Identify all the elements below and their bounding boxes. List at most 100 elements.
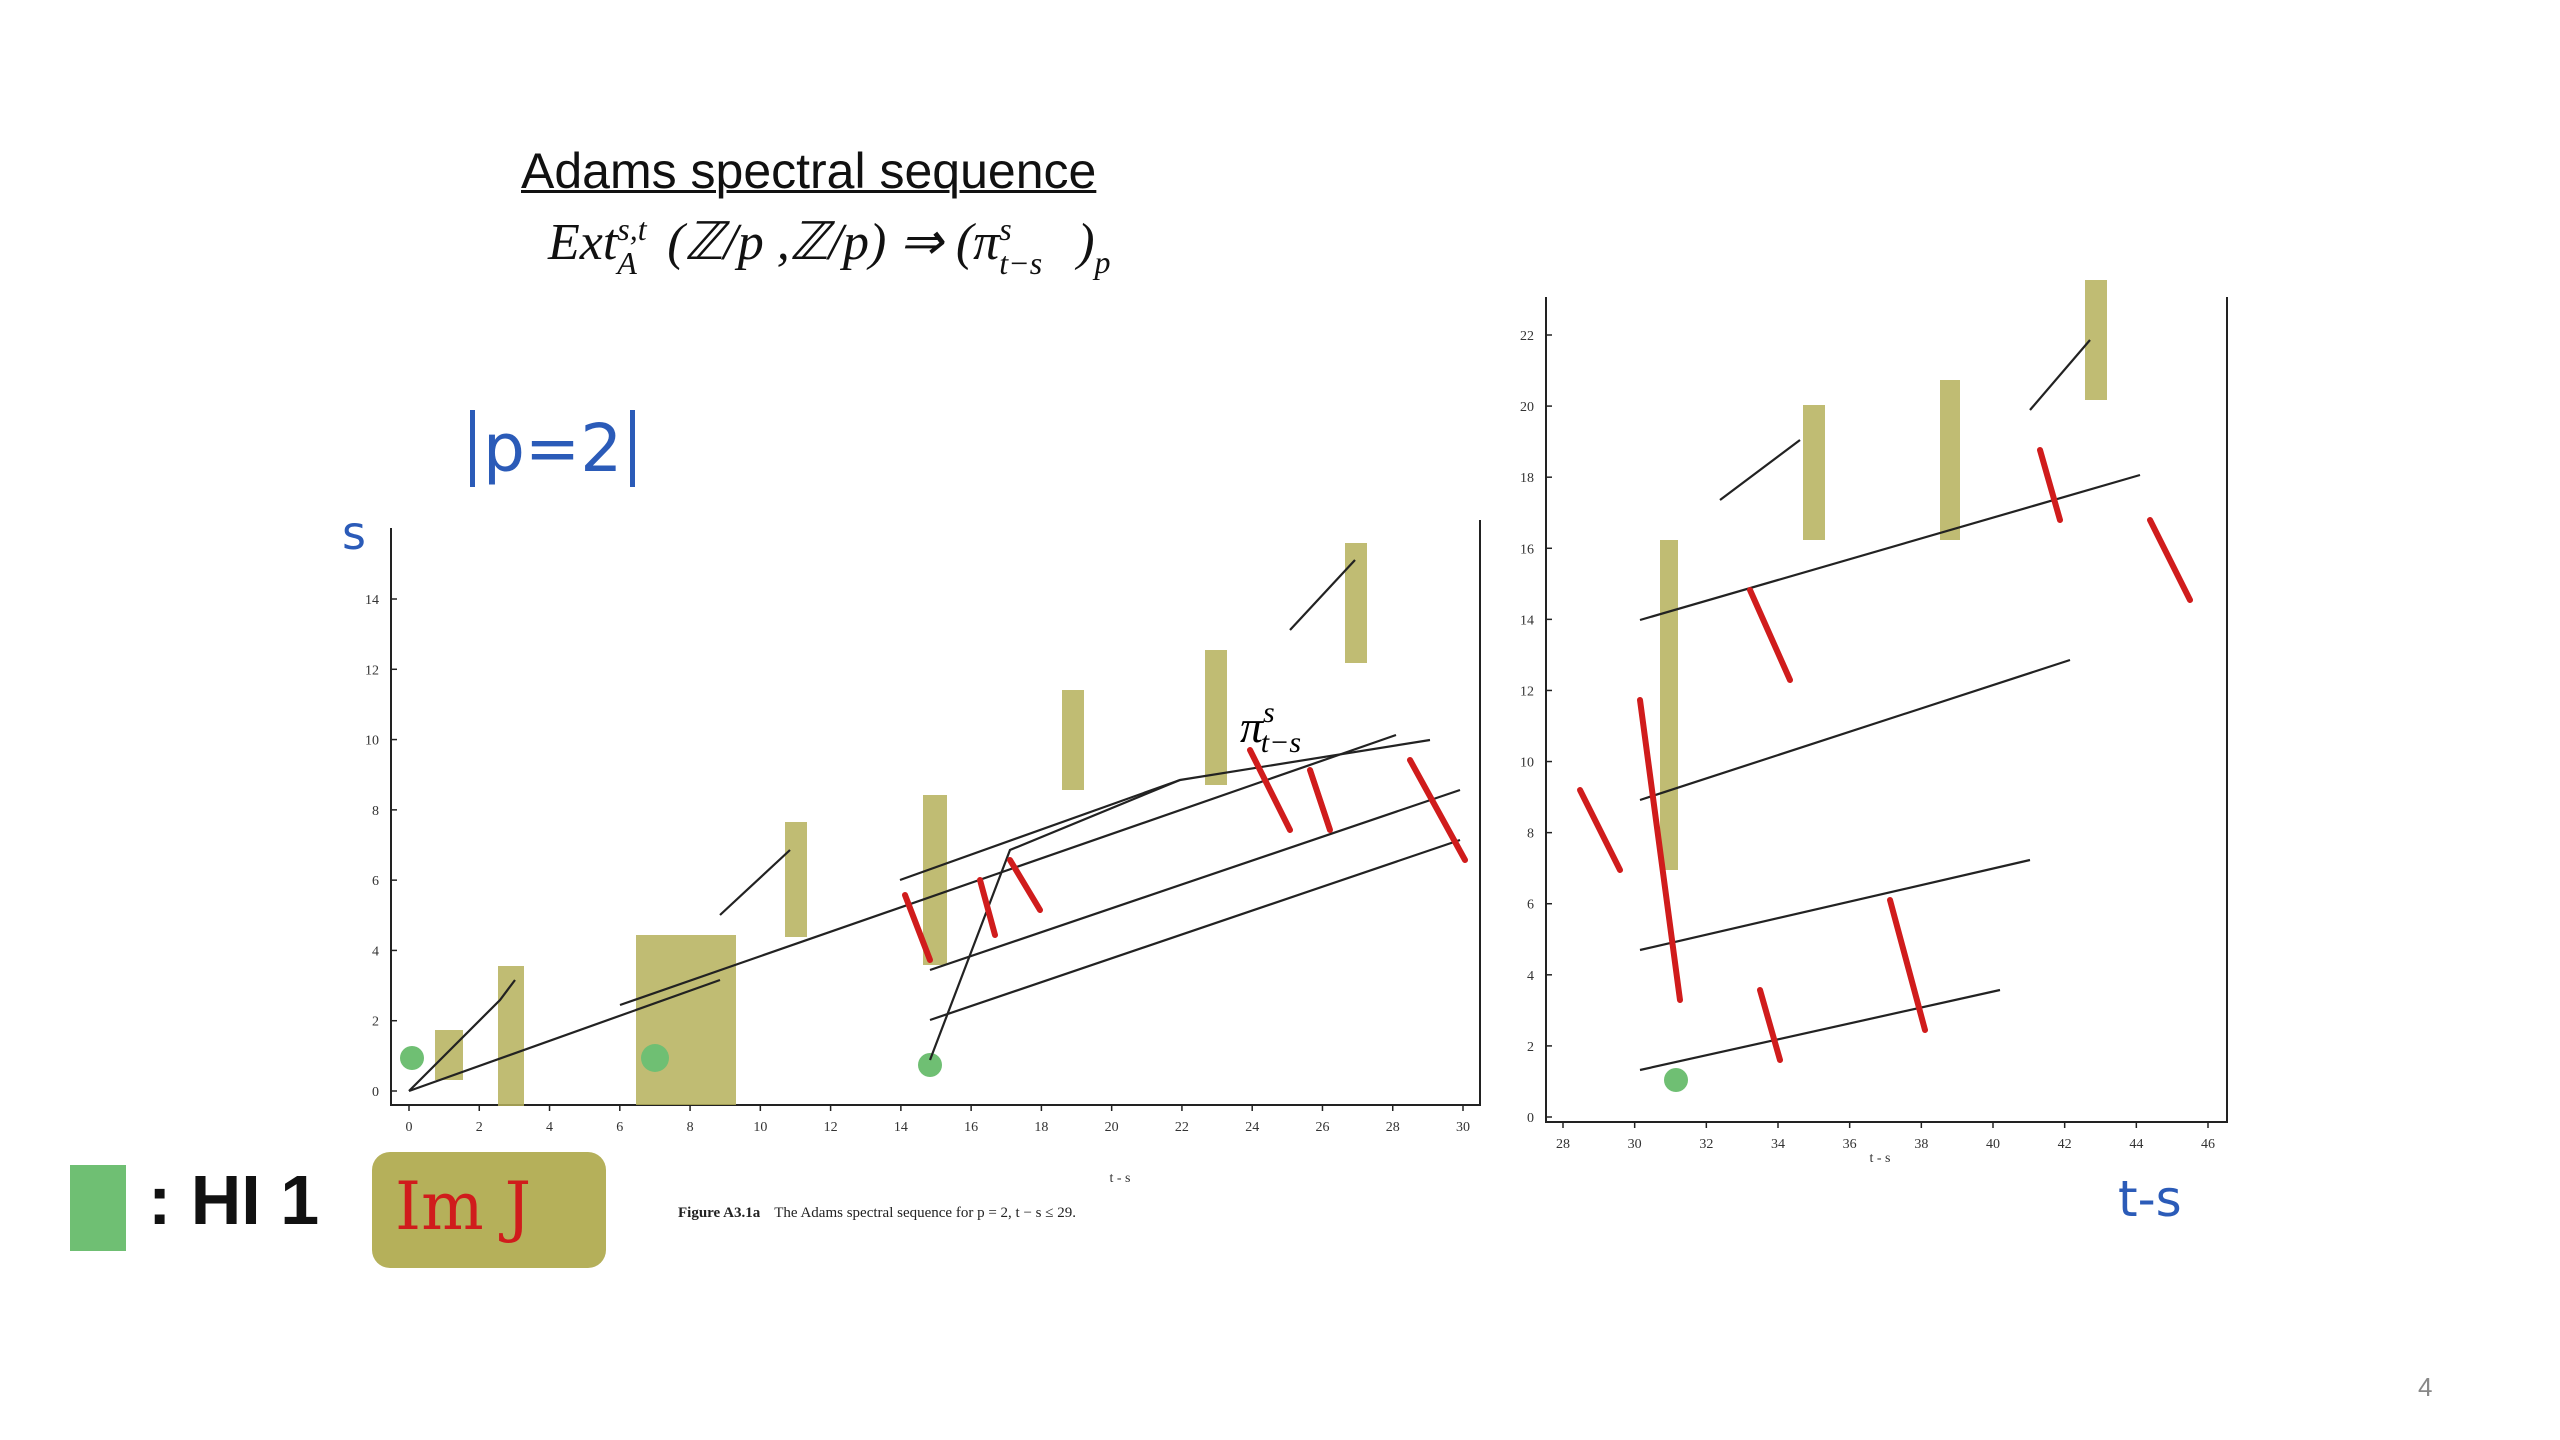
mark	[1247, 747, 1293, 833]
formula-text: )	[1077, 214, 1095, 271]
slide-title: Adams spectral sequence	[521, 143, 1097, 199]
x-tick-label: 16	[964, 1120, 978, 1135]
x-tick-label: 46	[2201, 1137, 2215, 1152]
x-tick-label: 28	[1556, 1137, 1570, 1152]
x-tick-label: 22	[1175, 1120, 1189, 1135]
x-tick-label: 20	[1105, 1120, 1119, 1135]
mark	[1757, 987, 1783, 1063]
line	[899, 778, 1181, 882]
line	[408, 979, 516, 1092]
line	[1639, 858, 2031, 952]
chart-frames	[390, 297, 2228, 1123]
overlay-sup: s	[1263, 696, 1275, 729]
x-tick-label: 26	[1315, 1120, 1329, 1135]
x-tick-label: 30	[1628, 1137, 1642, 1152]
x-tick-label: 12	[824, 1120, 838, 1135]
highlight	[918, 1053, 942, 1077]
axis	[390, 520, 1481, 1106]
highlight	[1345, 543, 1367, 663]
x-tick-label: 44	[2129, 1137, 2143, 1152]
formula-text: (ℤ/p ,ℤ/p) ⇒ (π	[667, 214, 1000, 271]
x-tick-label: 36	[1843, 1137, 1857, 1152]
overlay-sub: t−s	[1260, 726, 1301, 759]
y-tick-label: 10	[365, 734, 379, 749]
legend-swatch	[372, 1152, 606, 1268]
axis-label: t - s	[1110, 1171, 1131, 1186]
y-tick-label: 0	[1527, 1111, 1534, 1126]
y-tick-label: 10	[1520, 756, 1534, 771]
highlight	[2085, 280, 2107, 400]
legend-swatch	[70, 1165, 126, 1251]
y-tick-label: 6	[1527, 898, 1534, 913]
legend-text: : HI 1	[148, 1161, 320, 1239]
formula-sup: s	[999, 211, 1012, 247]
mark	[1407, 757, 1468, 863]
line	[928, 738, 1431, 1061]
line	[1719, 439, 1801, 501]
line	[719, 849, 791, 916]
axis	[1545, 297, 2228, 1123]
highlight	[636, 935, 736, 1105]
caption-label: Figure A3.1a	[678, 1205, 761, 1221]
highlight	[400, 1046, 424, 1070]
legend-text: Im J	[395, 1168, 532, 1245]
y-tick-label: 18	[1520, 471, 1534, 486]
y-tick-label: 12	[365, 663, 379, 678]
highlight	[1940, 380, 1960, 540]
overlay-formula: πst−s	[1240, 696, 1301, 759]
chart-lines	[408, 339, 2141, 1093]
line	[408, 978, 721, 1093]
y-tick-label: 2	[372, 1015, 379, 1030]
line	[2029, 339, 2091, 411]
y-tick-label: 4	[372, 944, 379, 959]
axis-label: t - s	[1870, 1151, 1891, 1166]
x-tick-label: 32	[1699, 1137, 1713, 1152]
handwritten-note: s	[342, 506, 366, 560]
mark	[1887, 897, 1928, 1033]
line	[929, 838, 1461, 1022]
x-tick-label: 6	[616, 1120, 623, 1135]
mark	[1747, 587, 1793, 683]
formula: Ext s,t A (ℤ/p ,ℤ/p) ⇒ (π s t−s)p	[548, 211, 1111, 281]
x-tick-label: 38	[1914, 1137, 1928, 1152]
y-tick-label: 12	[1520, 684, 1534, 699]
x-tick-label: 18	[1034, 1120, 1048, 1135]
x-tick-label: 0	[406, 1120, 413, 1135]
highlight	[1664, 1068, 1688, 1092]
y-tick-label: 14	[365, 593, 379, 608]
mark	[1577, 787, 1623, 873]
mark	[1307, 767, 1333, 833]
line	[619, 733, 1397, 1007]
formula-sub: p	[1094, 244, 1111, 280]
caption-text: The Adams spectral sequence for p = 2, t…	[774, 1205, 1076, 1221]
formula-sub: t−s	[999, 245, 1043, 281]
formula-sub: A	[617, 245, 637, 281]
x-tick-label: 40	[1986, 1137, 2000, 1152]
page-number: 4	[2418, 1372, 2433, 1402]
mark	[2147, 517, 2193, 603]
y-tick-label: 8	[372, 804, 379, 819]
y-tick-label: 22	[1520, 329, 1534, 344]
handwritten-note: t-s	[2118, 1170, 2182, 1228]
overlay-text: π	[1240, 701, 1264, 752]
highlight	[1660, 540, 1678, 870]
highlight	[1205, 650, 1227, 785]
x-tick-label: 2	[476, 1120, 483, 1135]
highlight	[785, 822, 807, 937]
x-tick-label: 30	[1456, 1120, 1470, 1135]
y-tick-label: 8	[1527, 827, 1534, 842]
highlight	[498, 966, 524, 1106]
x-tick-label: 28	[1386, 1120, 1400, 1135]
y-tick-label: 4	[1527, 969, 1534, 984]
x-tick-label: 8	[687, 1120, 694, 1135]
highlight	[435, 1030, 463, 1080]
y-tick-label: 2	[1527, 1040, 1534, 1055]
x-tick-label: 14	[894, 1120, 908, 1135]
line	[1639, 988, 2001, 1072]
line	[1639, 658, 2071, 802]
mark	[2037, 447, 2063, 523]
y-tick-label: 0	[372, 1085, 379, 1100]
formula-text: Ext	[548, 214, 618, 271]
